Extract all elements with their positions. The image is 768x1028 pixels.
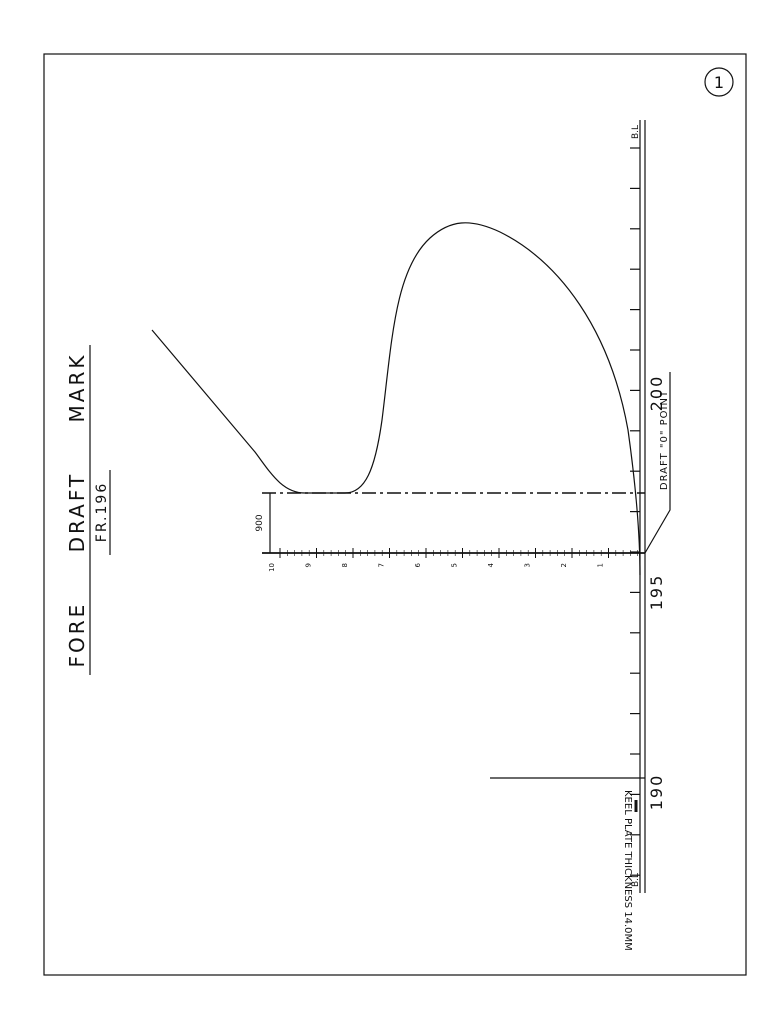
scale-label: 1: [597, 563, 605, 567]
frame-label: 200: [647, 375, 666, 412]
scale-label: 2: [560, 563, 568, 567]
scale-label: 8: [341, 563, 349, 567]
scale-label: 9: [305, 563, 313, 567]
hull-section: [151, 222, 641, 576]
draft-zero-label: DRAFT "0" POINT: [659, 390, 670, 490]
dimension-label: 900: [255, 514, 265, 531]
frame-border: [43, 53, 747, 976]
title: FORE DRAFT MARK: [65, 353, 89, 668]
scale-label: 10: [268, 563, 276, 572]
sheet-number: 1: [714, 73, 724, 92]
subtitle: FR.196: [94, 482, 110, 542]
bl-top-label: B.L: [631, 125, 641, 139]
bl-bottom-label: B.L: [631, 873, 641, 887]
scale-label: 7: [378, 563, 386, 567]
draft-zero-leader: [644, 372, 671, 554]
keel-note: KEEL PLATE THICKNESS 14.0MM: [622, 790, 633, 951]
scale-label: 5: [451, 563, 459, 567]
scale-label: 4: [487, 562, 495, 567]
frame-label: 190: [647, 774, 666, 811]
scale-label: 3: [524, 563, 532, 567]
frame-label: 195: [647, 574, 666, 611]
scale-label: 6: [414, 562, 422, 567]
sheet-circle: [704, 67, 734, 97]
